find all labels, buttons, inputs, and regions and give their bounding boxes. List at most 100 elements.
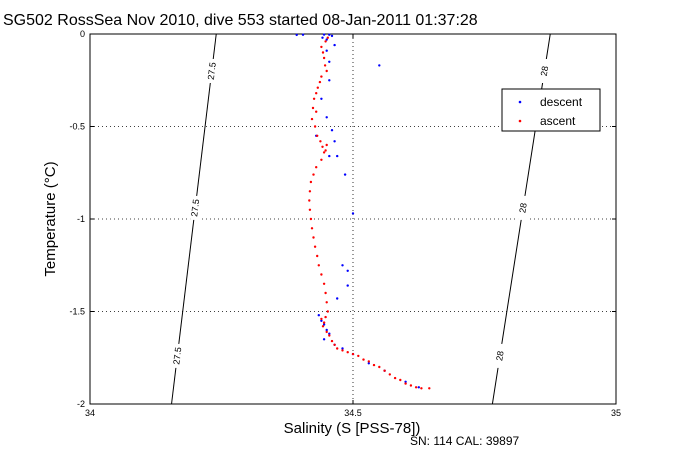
descent-point (328, 33, 331, 36)
ascent-point (318, 80, 322, 84)
ascent-point (309, 180, 313, 184)
ascent-point (312, 236, 315, 239)
descent-point (325, 116, 328, 119)
y-tick-label: -1.5 (69, 307, 85, 317)
ascent-point (409, 384, 413, 387)
ascent-point (320, 75, 323, 78)
ascent-point (428, 387, 431, 390)
ascent-point (322, 56, 326, 60)
descent-point (301, 33, 305, 36)
ascent-point (316, 86, 319, 89)
grid-lines (90, 34, 616, 404)
descent-point (322, 338, 326, 341)
y-tick-label: -1 (77, 214, 85, 224)
y-axis-ticks: 0 -0.5 -1 -1.5 -2 (69, 29, 616, 409)
ascent-point (393, 376, 397, 380)
descent-point (322, 323, 326, 326)
descent-point (341, 347, 344, 350)
ascent-point (308, 208, 312, 211)
descent-point (346, 269, 349, 272)
ascent-point (324, 40, 327, 43)
ascent-point (404, 382, 407, 385)
y-tick-label: -2 (77, 399, 85, 409)
ascent-point (312, 173, 315, 176)
y-tick-label: -0.5 (69, 122, 85, 132)
ascent-point (319, 140, 322, 143)
ascent-point (383, 369, 386, 372)
chart-title: SG502 RossSea Nov 2010, dive 553 started… (3, 12, 478, 29)
ascent-point (325, 330, 328, 334)
ascent-point (320, 317, 323, 321)
legend: descent ascent (501, 88, 601, 132)
ascent-point (321, 51, 325, 54)
descent-point (325, 38, 328, 41)
ascent-point (316, 254, 319, 258)
descent-point (367, 362, 370, 365)
ascent-point (321, 145, 324, 148)
ascent-point (322, 321, 326, 324)
x-axis-label: Salinity (S [PSS-78]) (284, 420, 421, 437)
legend-marker-descent (518, 100, 522, 104)
x-tick-label: 34 (85, 408, 95, 418)
x-tick-label: 34.5 (344, 408, 362, 418)
ascent-point (324, 149, 327, 152)
ascent-point (378, 365, 381, 369)
ascent-point (341, 349, 344, 352)
ascent-point (315, 166, 318, 169)
ascent-point (317, 264, 320, 267)
ascent-point (326, 310, 329, 313)
ascent-point (315, 110, 318, 113)
isopycnal-label-bg (518, 195, 529, 220)
descent-point (333, 140, 336, 143)
legend-entry-descent: descent (540, 95, 583, 109)
descent-point (320, 319, 323, 322)
legend-box (501, 88, 601, 132)
x-axis-ticks: 34 34.5 35 (85, 34, 621, 418)
ascent-point (326, 36, 329, 39)
ascent-point (313, 125, 317, 128)
isopycnal-label: 27.5 (189, 199, 201, 218)
ascent-point (336, 347, 339, 350)
ascent-point (324, 315, 327, 319)
ascent-point (321, 325, 325, 328)
ascent-point (325, 69, 328, 73)
ascent-point (313, 245, 317, 248)
ascent-point (312, 97, 316, 101)
descent-point (328, 79, 331, 82)
descent-point (330, 34, 334, 38)
y-tick-label: 0 (80, 29, 85, 39)
ascent-point (323, 64, 327, 67)
descent-point (317, 314, 320, 317)
isopycnal-label-bg (190, 195, 201, 220)
ascent-point (322, 282, 326, 285)
ascent-point (420, 387, 423, 390)
ascent-point (325, 143, 328, 147)
descent-point (330, 129, 334, 132)
legend-entry-ascent: ascent (540, 114, 576, 128)
ascent-point (320, 158, 323, 161)
descent-point (417, 386, 420, 389)
descent-point (325, 49, 328, 52)
descent-point (333, 43, 336, 47)
ascent-point (399, 378, 402, 382)
ascent-point (414, 386, 418, 389)
descent-point (346, 284, 349, 287)
descent-point (341, 264, 344, 267)
ascent-point (310, 117, 314, 121)
ascent-point (309, 217, 313, 221)
isopycnal-lines: 27.5 27.5 27.5 28 28 28 (171, 33, 551, 405)
descent-point (321, 36, 324, 39)
data-points (295, 33, 431, 390)
isopycnal-label: 28 (494, 350, 505, 361)
isopycnal-label-bg (172, 343, 183, 368)
ascent-point (310, 227, 314, 230)
ascent-point (351, 352, 355, 356)
ascent-point (346, 351, 349, 354)
isopycnal-label: 27.5 (206, 62, 218, 81)
isopycnal-label: 28 (539, 65, 550, 76)
descent-point (404, 380, 407, 383)
descent-point (328, 332, 331, 335)
ascent-point (328, 334, 331, 337)
ascent-point (320, 45, 323, 49)
